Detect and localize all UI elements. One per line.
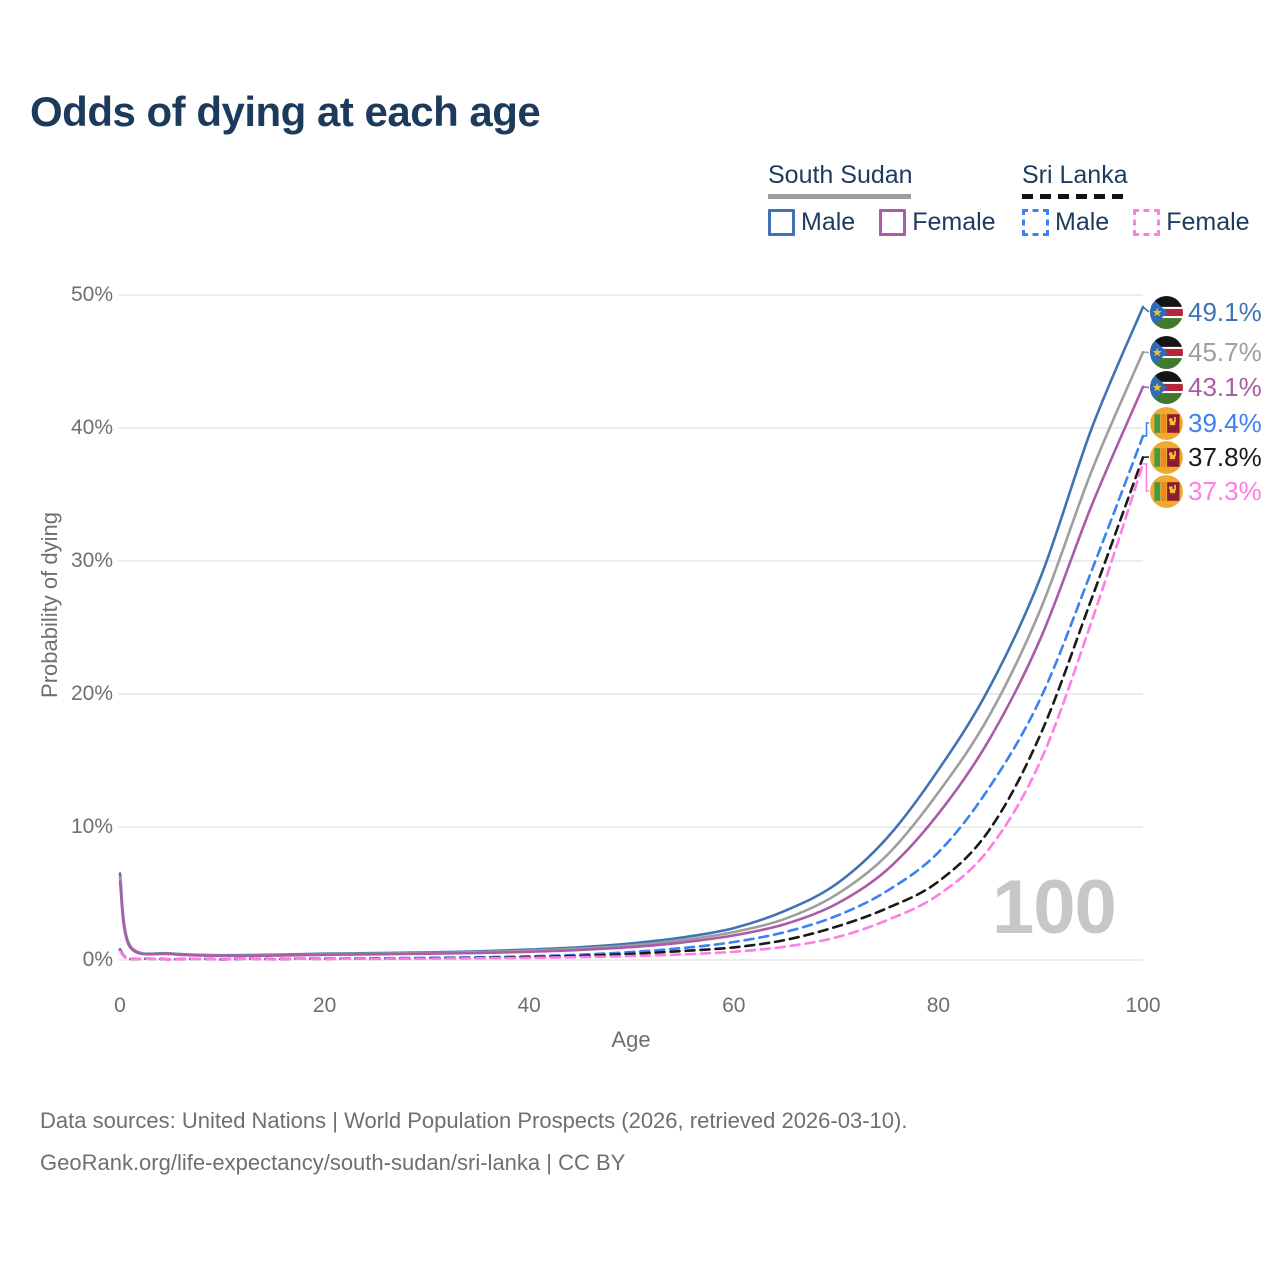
legend-country-label[interactable]: South Sudan — [768, 161, 913, 189]
legend-swatch-icon — [768, 209, 795, 236]
y-tick-40%: 40% — [70, 416, 113, 439]
x-axis-title: Age — [611, 1027, 651, 1052]
line-sri-lanka-both-sexes[interactable] — [118, 456, 1145, 961]
end-label-sri-lanka-female[interactable]: 37.3% — [1150, 474, 1262, 508]
end-label-south-sudan-both-sexes[interactable]: 45.7% — [1150, 336, 1262, 369]
end-label-value: 43.1% — [1188, 372, 1262, 402]
legend-item-sri-lanka-female[interactable]: Female — [1133, 208, 1250, 237]
end-label-south-sudan-female[interactable]: 43.1% — [1150, 371, 1262, 404]
legend-country-line-style — [1022, 194, 1126, 199]
y-tick-30%: 30% — [70, 549, 113, 572]
sri-lanka-flag-icon — [1150, 474, 1183, 508]
sri-lanka-flag-icon — [1150, 406, 1183, 440]
footer-attribution: GeoRank.org/life-expectancy/south-sudan/… — [40, 1150, 626, 1175]
legend-item-south-sudan-female[interactable]: Female — [879, 208, 996, 237]
x-tick-20: 20 — [312, 994, 337, 1017]
x-tick-80: 80 — [926, 994, 951, 1017]
x-tick-100: 100 — [1125, 994, 1161, 1017]
legend-swatch-icon — [1133, 209, 1161, 236]
page-title: Odds of dying at each age — [30, 88, 541, 135]
legend-item-label: Male — [801, 208, 856, 236]
line-sri-lanka-female[interactable] — [118, 462, 1145, 961]
age-watermark: 100 — [992, 865, 1117, 950]
legend-country-label[interactable]: Sri Lanka — [1022, 161, 1128, 189]
y-tick-0%: 0% — [82, 948, 113, 971]
south-sudan-flag-icon — [1150, 295, 1183, 329]
end-label-south-sudan-male[interactable]: 49.1% — [1150, 295, 1262, 329]
south-sudan-flag-icon — [1150, 336, 1183, 369]
y-tick-50%: 50% — [70, 283, 113, 306]
line-south-sudan-female[interactable] — [118, 385, 1145, 958]
line-sri-lanka-male[interactable] — [118, 434, 1145, 961]
legend-item-label: Female — [912, 208, 996, 236]
x-tick-40: 40 — [517, 994, 541, 1017]
end-label-connector — [1143, 422, 1149, 437]
x-tick-0: 0 — [114, 994, 126, 1017]
end-label-connector — [1142, 385, 1150, 389]
y-tick-10%: 10% — [70, 815, 113, 838]
end-label-value: 37.8% — [1188, 441, 1262, 472]
legend-item-sri-lanka-male[interactable]: Male — [1022, 208, 1109, 237]
legend-item-south-sudan-male[interactable]: Male — [768, 208, 855, 237]
legend-item-label: Female — [1166, 208, 1250, 236]
legend-country-line-style — [768, 194, 911, 199]
legend-group-sri-lanka: Sri Lanka Male Female — [1022, 161, 1250, 237]
line-south-sudan-male[interactable] — [118, 305, 1145, 957]
end-label-connector — [1143, 463, 1149, 492]
end-label-sri-lanka-male[interactable]: 39.4% — [1150, 406, 1262, 440]
x-tick-60: 60 — [722, 994, 746, 1017]
end-label-value: 45.7% — [1188, 337, 1262, 367]
legend-item-label: Male — [1055, 208, 1110, 236]
y-tick-20%: 20% — [70, 682, 113, 705]
sri-lanka-flag-icon — [1150, 440, 1183, 474]
end-label-value: 49.1% — [1188, 296, 1262, 327]
line-south-sudan-both-sexes[interactable] — [118, 350, 1145, 957]
legend-group-south-sudan: South Sudan Male Female — [768, 161, 996, 237]
end-label-value: 37.3% — [1188, 475, 1262, 506]
legend-swatch-icon — [879, 209, 907, 236]
footer-data-sources: Data sources: United Nations | World Pop… — [40, 1108, 908, 1133]
end-label-sri-lanka-both-sexes[interactable]: 37.8% — [1150, 440, 1262, 474]
south-sudan-flag-icon — [1150, 371, 1183, 404]
end-label-value: 39.4% — [1188, 407, 1262, 438]
end-label-connector — [1142, 306, 1150, 313]
legend-swatch-icon — [1022, 209, 1049, 236]
